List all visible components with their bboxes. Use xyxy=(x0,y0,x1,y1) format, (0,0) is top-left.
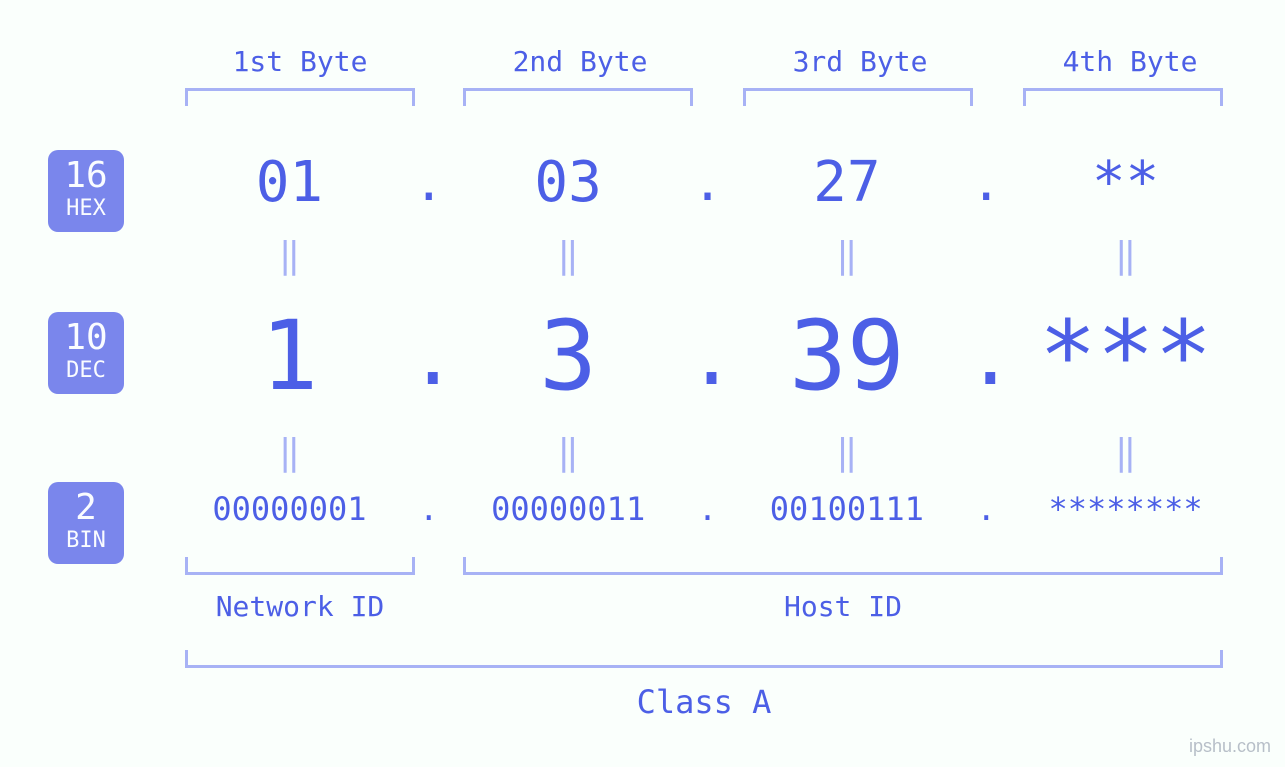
base-abbr: HEX xyxy=(66,194,106,225)
host-id-bracket xyxy=(463,557,1223,575)
hex-byte-3: 27 xyxy=(727,150,966,215)
network-id-label: Network ID xyxy=(185,590,415,623)
byte-1-bracket xyxy=(185,88,415,106)
equals-glyph: ‖ xyxy=(727,432,966,473)
separator-dot: . xyxy=(966,490,1006,528)
equals-glyph: ‖ xyxy=(170,432,409,473)
base-badge-dec: 10 DEC xyxy=(48,312,124,394)
base-abbr: DEC xyxy=(66,356,106,387)
byte-1-label: 1st Byte xyxy=(175,45,425,78)
base-number: 16 xyxy=(64,158,107,194)
equals-glyph: ‖ xyxy=(170,235,409,276)
dec-byte-2: 3 xyxy=(449,300,688,412)
separator-dot: . xyxy=(409,154,449,212)
separator-dot: . xyxy=(688,154,728,212)
separator-dot: . xyxy=(409,310,449,403)
byte-3-label: 3rd Byte xyxy=(735,45,985,78)
separator-dot: . xyxy=(966,310,1006,403)
hex-byte-2: 03 xyxy=(449,150,688,215)
host-id-label: Host ID xyxy=(463,590,1223,623)
byte-4-bracket xyxy=(1023,88,1223,106)
separator-dot: . xyxy=(966,154,1006,212)
hex-byte-1: 01 xyxy=(170,150,409,215)
equals-glyph: ‖ xyxy=(1006,235,1245,276)
equals-row-1: ‖ . ‖ . ‖ . ‖ xyxy=(170,235,1245,276)
network-id-bracket xyxy=(185,557,415,575)
dec-byte-4: *** xyxy=(1006,300,1245,412)
equals-glyph: ‖ xyxy=(727,235,966,276)
equals-row-2: ‖ . ‖ . ‖ . ‖ xyxy=(170,432,1245,473)
separator-dot: . xyxy=(688,490,728,528)
equals-glyph: ‖ xyxy=(449,235,688,276)
hex-byte-4: ** xyxy=(1006,150,1245,215)
equals-glyph: ‖ xyxy=(1006,432,1245,473)
equals-glyph: ‖ xyxy=(449,432,688,473)
bin-byte-2: 00000011 xyxy=(449,490,688,528)
bin-byte-4: ******** xyxy=(1006,490,1245,528)
byte-2-bracket xyxy=(463,88,693,106)
bin-byte-1: 00000001 xyxy=(170,490,409,528)
base-abbr: BIN xyxy=(66,526,106,557)
hex-row: 01 . 03 . 27 . ** xyxy=(170,150,1245,215)
byte-2-label: 2nd Byte xyxy=(455,45,705,78)
base-badge-bin: 2 BIN xyxy=(48,482,124,564)
separator-dot: . xyxy=(409,490,449,528)
class-bracket xyxy=(185,650,1223,668)
bin-row: 00000001 . 00000011 . 00100111 . *******… xyxy=(170,490,1245,528)
byte-3-bracket xyxy=(743,88,973,106)
class-label: Class A xyxy=(185,683,1223,721)
dec-row: 1 . 3 . 39 . *** xyxy=(170,300,1245,412)
separator-dot: . xyxy=(688,310,728,403)
dec-byte-3: 39 xyxy=(728,300,967,412)
ip-diagram: 1st Byte 2nd Byte 3rd Byte 4th Byte 16 H… xyxy=(0,0,1285,767)
bin-byte-3: 00100111 xyxy=(727,490,966,528)
base-number: 2 xyxy=(75,490,97,526)
base-badge-hex: 16 HEX xyxy=(48,150,124,232)
dec-byte-1: 1 xyxy=(170,300,409,412)
byte-4-label: 4th Byte xyxy=(1005,45,1255,78)
watermark: ipshu.com xyxy=(1189,736,1271,757)
base-number: 10 xyxy=(64,320,107,356)
